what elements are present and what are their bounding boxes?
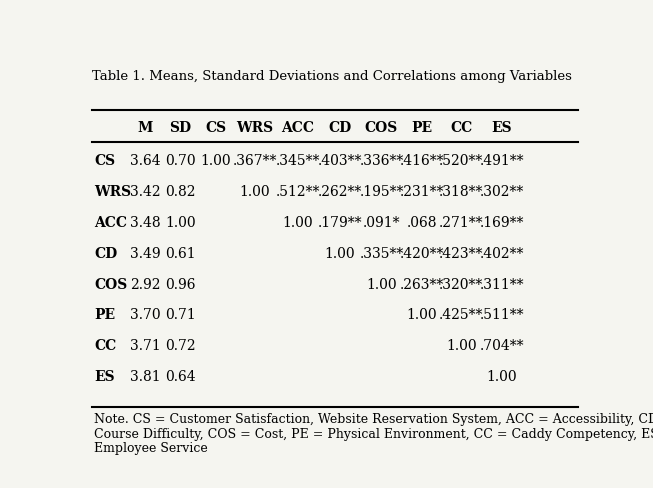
Text: SD: SD [169,121,191,135]
Text: 0.61: 0.61 [165,246,196,260]
Text: 1.00: 1.00 [283,215,313,229]
Text: .336**: .336** [359,154,404,168]
Text: 3.42: 3.42 [129,184,160,199]
Text: .263**: .263** [400,277,444,291]
Text: CS: CS [205,121,227,135]
Text: CC: CC [450,121,472,135]
Text: WRS: WRS [94,184,131,199]
Text: .311**: .311** [479,277,524,291]
Text: ACC: ACC [94,215,127,229]
Text: 0.82: 0.82 [165,184,195,199]
Text: .420**: .420** [400,246,444,260]
Text: .367**: .367** [232,154,277,168]
Text: .302**: .302** [479,184,524,199]
Text: .402**: .402** [479,246,524,260]
Text: .335**: .335** [359,246,404,260]
Text: .491**: .491** [479,154,524,168]
Text: .416**: .416** [400,154,444,168]
Text: 0.70: 0.70 [165,154,196,168]
Text: 3.70: 3.70 [129,308,160,322]
Text: 0.96: 0.96 [165,277,195,291]
Text: 0.72: 0.72 [165,339,196,353]
Text: 1.00: 1.00 [240,184,270,199]
Text: 3.48: 3.48 [129,215,160,229]
Text: CC: CC [94,339,116,353]
Text: 2.92: 2.92 [130,277,160,291]
Text: .179**: .179** [317,215,362,229]
Text: ES: ES [491,121,512,135]
Text: 1.00: 1.00 [446,339,477,353]
Text: Table 1. Means, Standard Deviations and Correlations among Variables: Table 1. Means, Standard Deviations and … [91,70,571,83]
Text: .195**: .195** [359,184,404,199]
Text: CS: CS [94,154,116,168]
Text: 1.00: 1.00 [486,369,517,384]
Text: 1.00: 1.00 [200,154,231,168]
Text: .320**: .320** [439,277,483,291]
Text: Employee Service: Employee Service [94,441,208,454]
Text: .704**: .704** [479,339,524,353]
Text: 1.00: 1.00 [366,277,397,291]
Text: 3.64: 3.64 [129,154,160,168]
Text: .318**: .318** [439,184,483,199]
Text: .403**: .403** [317,154,362,168]
Text: 0.64: 0.64 [165,369,196,384]
Text: M: M [137,121,153,135]
Text: 1.00: 1.00 [325,246,355,260]
Text: Note. CS = Customer Satisfaction, Website Reservation System, ACC = Accessibilit: Note. CS = Customer Satisfaction, Websit… [94,412,653,426]
Text: 1.00: 1.00 [407,308,438,322]
Text: 1.00: 1.00 [165,215,196,229]
Text: .169**: .169** [479,215,524,229]
Text: 3.81: 3.81 [129,369,160,384]
Text: ACC: ACC [281,121,315,135]
Text: .511**: .511** [479,308,524,322]
Text: COS: COS [94,277,127,291]
Text: .425**: .425** [439,308,483,322]
Text: .271**: .271** [439,215,483,229]
Text: .068: .068 [407,215,438,229]
Text: 3.49: 3.49 [129,246,160,260]
Text: PE: PE [94,308,116,322]
Text: CD: CD [328,121,351,135]
Text: WRS: WRS [236,121,274,135]
Text: .512**: .512** [276,184,320,199]
Text: 0.71: 0.71 [165,308,196,322]
Text: PE: PE [411,121,432,135]
Text: .091*: .091* [362,215,400,229]
Text: Course Difficulty, COS = Cost, PE = Physical Environment, CC = Caddy Competency,: Course Difficulty, COS = Cost, PE = Phys… [94,427,653,440]
Text: .520**: .520** [439,154,483,168]
Text: COS: COS [365,121,398,135]
Text: ES: ES [94,369,115,384]
Text: .423**: .423** [439,246,483,260]
Text: 3.71: 3.71 [129,339,160,353]
Text: .262**: .262** [317,184,362,199]
Text: CD: CD [94,246,118,260]
Text: .345**: .345** [276,154,320,168]
Text: .231**: .231** [400,184,444,199]
